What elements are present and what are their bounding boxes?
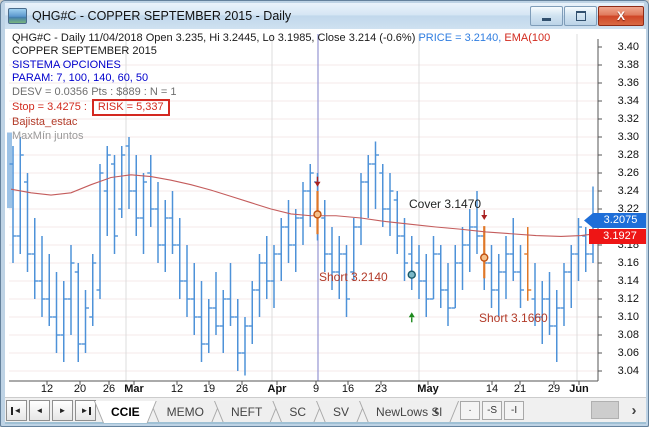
risk-badge: RISK = 5,337: [91, 99, 170, 117]
y-axis-label: 3.32: [617, 112, 639, 125]
tab-ccie[interactable]: CCIE: [94, 401, 157, 423]
x-axis-label: 21: [513, 383, 527, 395]
bajista-label: Bajista_estac: [12, 116, 78, 129]
ohlc-status-line: QHG#C - Daily 11/04/2018 Open 3.235, Hi …: [12, 32, 551, 44]
scrollbar-thumb[interactable]: [591, 401, 619, 419]
scroll-left-button[interactable]: ‹: [433, 402, 439, 419]
tab-extra-button-1[interactable]: -S: [482, 401, 503, 420]
y-axis-label: 3.28: [617, 148, 639, 161]
ema-value-badge: 3.1927: [589, 229, 646, 244]
x-axis-label: 19: [202, 383, 216, 395]
y-axis-label: 3.16: [617, 256, 639, 269]
y-axis-label: 3.36: [617, 76, 639, 89]
y-axis-label: 3.26: [617, 166, 639, 179]
last-price-badge: 3.2075: [584, 213, 646, 228]
y-axis-label: 3.22: [617, 202, 639, 215]
tab-memo[interactable]: MEMO: [150, 401, 221, 423]
x-axis-label: 29: [547, 383, 561, 395]
title-bar[interactable]: QHG#C - COPPER SEPTEMBER 2015 - Daily X: [5, 3, 644, 29]
y-axis-label: 3.04: [617, 364, 639, 377]
tab-neft[interactable]: NEFT: [214, 401, 279, 423]
x-axis-label: 12: [170, 383, 184, 395]
tabnav-last-button[interactable]: ►: [75, 400, 96, 421]
y-axis-label: 3.14: [617, 274, 639, 287]
tabnav-prev-button[interactable]: ◄: [29, 400, 50, 421]
window-title: QHG#C - COPPER SEPTEMBER 2015 - Daily: [32, 9, 292, 23]
x-axis-label: 23: [374, 383, 388, 395]
y-axis-label: 3.40: [617, 40, 639, 53]
x-axis-label: Mar: [124, 383, 144, 395]
system-params: PARAM: 7, 100, 140, 60, 50: [12, 72, 149, 85]
x-axis-label: Jun: [569, 383, 589, 395]
minimize-button[interactable]: [530, 6, 563, 26]
instrument-name: COPPER SEPTEMBER 2015: [12, 45, 157, 58]
tab-sv[interactable]: SV: [316, 401, 366, 423]
x-axis-label: 14: [485, 383, 499, 395]
y-axis-label: 3.12: [617, 292, 639, 305]
scroll-right-button[interactable]: ›: [631, 402, 637, 419]
tab-extra-button-2[interactable]: -I: [504, 401, 525, 420]
desv-line: DESV = 0.0356 Pts : $889 : N = 1: [12, 85, 177, 98]
y-axis-label: 3.08: [617, 328, 639, 341]
chart-annotation: Short 3.1660: [479, 311, 548, 325]
y-axis-label: 3.24: [617, 184, 639, 197]
price-chart[interactable]: [5, 29, 646, 397]
tabnav-next-button[interactable]: ►: [52, 400, 73, 421]
restore-button[interactable]: [564, 6, 597, 26]
y-axis-label: 3.06: [617, 346, 639, 359]
tab-sc[interactable]: SC: [272, 401, 323, 423]
close-icon: X: [616, 9, 625, 23]
x-axis-label: Apr: [267, 383, 287, 395]
maxmin-label: MaxMín juntos: [12, 129, 84, 142]
chart-area[interactable]: QHG#C - Daily 11/04/2018 Open 3.235, Hi …: [5, 29, 646, 397]
stop-risk-line: Stop = 3.4275 : RISK = 5,337: [12, 99, 550, 117]
chart-annotation: Cover 3.1470: [409, 197, 482, 211]
x-axis-label: May: [417, 383, 439, 395]
window-bottom-edge: [5, 422, 646, 424]
system-name: SISTEMA OPCIONES: [12, 58, 121, 71]
sheet-tab-bar: ◄ ◄ ► ► CCIE MEMO NEFT SC SV NewLows Sl · -S -I ‹ …: [5, 397, 646, 423]
x-axis-label: 9: [312, 383, 320, 395]
chart-annotation: Short 3.2140: [319, 270, 388, 284]
restore-icon: [575, 11, 586, 21]
y-axis-label: 3.38: [617, 58, 639, 71]
app-icon: [8, 8, 27, 24]
x-axis-label: 20: [73, 383, 87, 395]
y-axis-label: 3.34: [617, 94, 639, 107]
chart-info-lines: QHG#C - Daily 11/04/2018 Open 3.235, Hi …: [12, 32, 550, 143]
y-axis-label: 3.10: [617, 310, 639, 323]
x-axis-label: 12: [40, 383, 54, 395]
x-axis-label: 16: [341, 383, 355, 395]
y-axis-label: 3.30: [617, 130, 639, 143]
tab-newlows-sl[interactable]: NewLows Sl: [359, 401, 459, 423]
close-button[interactable]: X: [598, 6, 644, 26]
x-axis-label: 26: [235, 383, 249, 395]
tabnav-first-button[interactable]: ◄: [6, 400, 27, 421]
x-axis-label: 26: [102, 383, 116, 395]
minimize-icon: [542, 18, 551, 21]
tab-extra-button-0[interactable]: ·: [460, 401, 481, 420]
